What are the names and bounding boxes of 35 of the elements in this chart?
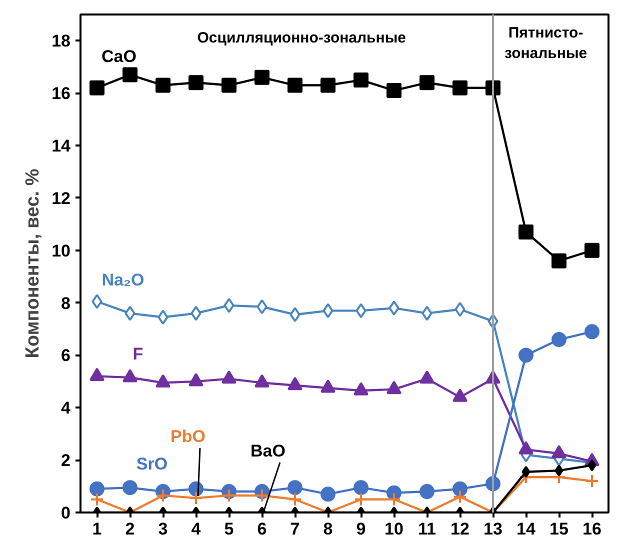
y-tick-label: 6 [61,346,71,366]
annotation: Пятнисто- зональные [504,24,588,62]
annotation: Осцилляционно-зональные [197,30,406,47]
x-tick-label: 5 [224,520,234,538]
x-tick-label: 10 [384,520,404,538]
x-tick-label: 11 [418,520,436,538]
series-label: Na₂O [102,270,144,290]
y-tick-label: 16 [52,84,71,104]
x-tick-label: 9 [356,520,366,538]
x-tick-label: 12 [450,520,470,538]
x-tick-label: 7 [290,520,300,538]
x-tick-label: 13 [484,520,502,538]
series-label: CaO [102,46,136,66]
x-tick-label: 6 [257,520,267,538]
text: PbO [170,427,206,446]
series-label: SrO [136,454,168,474]
text: BaO [250,442,286,460]
series-label: F [132,344,144,364]
y-tick-label: 18 [52,32,71,51]
y-tick-label: 4 [61,398,72,418]
y-tick-label: 2 [61,451,71,470]
x-tick-label: 4 [191,520,202,538]
y-tick-label: 12 [52,188,71,208]
y-tick-label: 0 [61,504,71,522]
x-tick-label: 14 [516,520,536,538]
y-tick-label: 10 [52,241,71,260]
x-tick-label: 16 [582,520,602,538]
y-tick-label: 8 [61,294,71,313]
y-axis-title: Компоненты, вес. % [22,168,44,358]
x-tick-label: 1 [92,520,102,538]
y-tick-label: 14 [52,136,72,156]
x-tick-label: 15 [550,520,568,538]
x-tick-label: 2 [125,520,135,538]
x-tick-label: 3 [158,520,168,538]
x-tick-label: 8 [323,520,333,538]
